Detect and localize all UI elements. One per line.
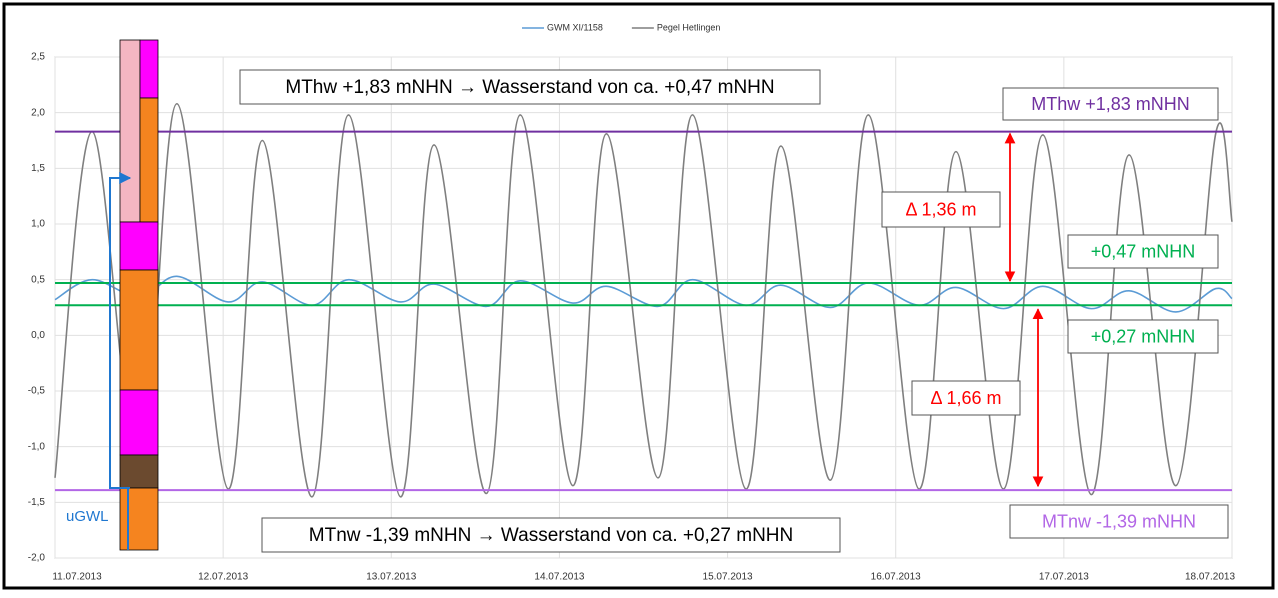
x-tick-label: 15.07.2013 xyxy=(703,572,753,583)
x-tick-label: 13.07.2013 xyxy=(366,572,416,583)
y-tick-label: 1,5 xyxy=(31,163,45,174)
ugwl-label: uGWL xyxy=(66,508,109,525)
reference-label: +0,27 mNHN xyxy=(1091,326,1196,346)
x-tick-label: 11.07.2013 xyxy=(52,572,102,583)
x-tick-label: 18.07.2013 xyxy=(1185,572,1235,583)
annotation: MThw +1,83 mNHN → Wasserstand von ca. +0… xyxy=(285,77,774,98)
y-tick-label: -0,5 xyxy=(28,386,46,397)
x-tick-label: 12.07.2013 xyxy=(198,572,248,583)
y-tick-label: 0,0 xyxy=(31,330,45,341)
legend-label: Pegel Hetlingen xyxy=(657,22,721,32)
y-tick-label: -2,0 xyxy=(28,553,46,564)
annotation: MTnw -1,39 mNHN → Wasserstand von ca. +0… xyxy=(309,525,793,546)
x-tick-label: 14.07.2013 xyxy=(534,572,584,583)
delta-label: Δ 1,66 m xyxy=(930,388,1001,408)
reference-label: MThw +1,83 mNHN xyxy=(1031,94,1190,114)
y-tick-label: -1,0 xyxy=(28,441,46,452)
y-tick-label: 2,0 xyxy=(31,107,45,118)
y-tick-label: -1,5 xyxy=(28,497,46,508)
reference-label: MTnw -1,39 mNHN xyxy=(1042,511,1196,531)
chart: -2,0 -1,5 -1,0 -0,5 0,0 0,5 1,0 1,5 2,0 2,5 11.07.… xyxy=(0,0,1278,593)
y-tick-label: 1,0 xyxy=(31,219,45,230)
x-tick-label: 16.07.2013 xyxy=(871,572,921,583)
x-tick-label: 17.07.2013 xyxy=(1039,572,1089,583)
delta-label: Δ 1,36 m xyxy=(905,199,976,219)
y-tick-label: 0,5 xyxy=(31,274,45,285)
y-tick-label: 2,5 xyxy=(31,52,45,63)
legend-label: GWM XI/1158 xyxy=(547,22,603,32)
reference-label: +0,47 mNHN xyxy=(1091,241,1196,261)
